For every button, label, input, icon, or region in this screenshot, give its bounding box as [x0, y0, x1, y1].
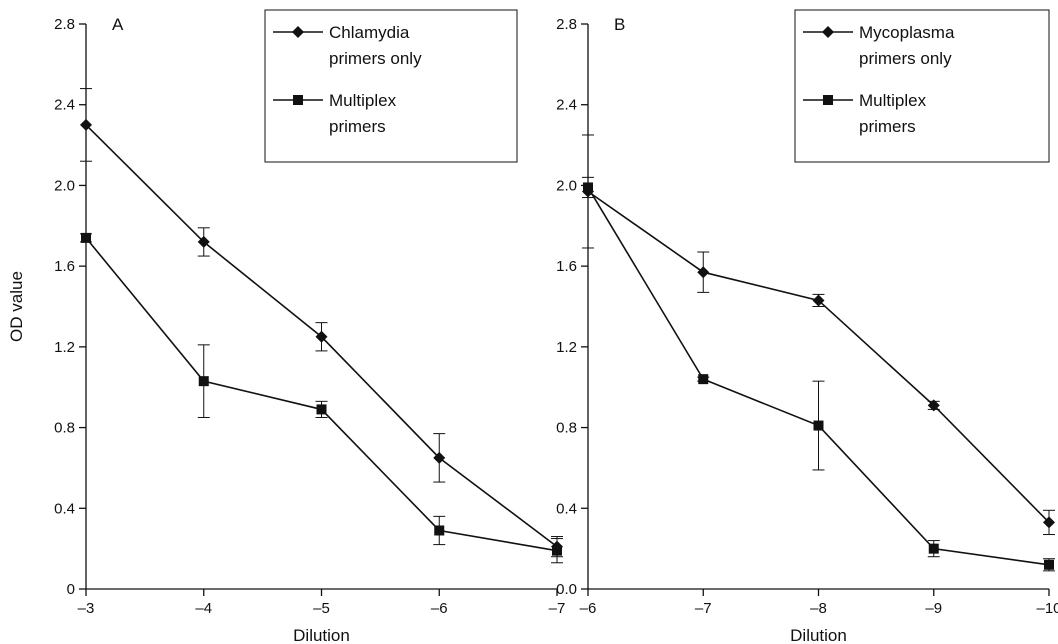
legend-marker [293, 95, 303, 105]
legend-label: Multiplex [329, 91, 397, 110]
data-point [80, 118, 92, 131]
data-point [198, 376, 209, 387]
data-point [583, 182, 593, 193]
y-tick-label: 2.8 [54, 16, 75, 33]
y-tick-label: 1.2 [556, 339, 577, 356]
data-point [434, 525, 445, 536]
y-tick-label: 0.4 [54, 500, 75, 517]
series-square [582, 176, 1055, 572]
legend-box [264, 9, 518, 163]
x-axis-label: Dilution [293, 626, 350, 644]
series-line [587, 190, 1050, 523]
data-point [1044, 559, 1054, 570]
legend: Mycoplasma primers only Multiplex primers [794, 9, 1050, 163]
y-tick-label: 0 [67, 581, 75, 598]
y-tick-label: 1.6 [556, 258, 577, 275]
data-point [928, 543, 939, 554]
y-tick-label: 2.4 [54, 97, 75, 114]
legend-label: primers only [329, 49, 422, 68]
legend-label: Multiplex [859, 91, 927, 110]
y-tick-label: 2.8 [556, 16, 577, 33]
x-tick-label: –5 [313, 600, 330, 617]
series-line [587, 187, 1050, 566]
x-tick-label: –9 [925, 600, 942, 617]
data-point [813, 420, 824, 431]
y-tick-label: 2.4 [556, 97, 577, 114]
y-tick-label: 0.0 [556, 581, 577, 598]
legend-label: Chlamydia [329, 23, 410, 42]
x-tick-label: –8 [810, 600, 827, 617]
y-axis-label: OD value [7, 271, 26, 342]
data-point [812, 294, 825, 307]
x-tick-label: –6 [580, 600, 597, 617]
legend-label: primers [329, 117, 386, 136]
series-line [85, 237, 558, 552]
data-point [698, 374, 709, 385]
panel-b: 0.0 0.4 0.8 1.2 1.6 2.0 2.4 2.8 –6 –7 –8 –9 –10 Dilut… [556, 9, 1058, 644]
data-point [433, 451, 446, 464]
data-point [552, 545, 562, 556]
legend-marker [822, 26, 834, 38]
y-tick-label: 0.8 [54, 420, 75, 437]
y-tick-label: 2.0 [54, 177, 75, 194]
panel-label: A [112, 15, 124, 34]
data-point [1043, 516, 1055, 529]
x-tick-label: –4 [195, 600, 212, 617]
legend-label: primers [859, 117, 916, 136]
series-diamond [582, 134, 1055, 536]
panel-label: B [614, 15, 625, 34]
x-tick-label: –10 [1036, 600, 1058, 617]
data-point [697, 266, 710, 279]
y-tick-label: 0.4 [556, 500, 577, 517]
legend: Chlamydia primers only Multiplex primers [264, 9, 518, 163]
y-tick-label: 1.6 [54, 258, 75, 275]
y-tick-label: 2.0 [556, 177, 577, 194]
data-point [197, 235, 210, 248]
x-axis-label: Dilution [790, 626, 847, 644]
x-tick-label: –3 [78, 600, 95, 617]
x-tick-label: –6 [431, 600, 448, 617]
legend-marker [823, 95, 833, 105]
legend-label: Mycoplasma [859, 23, 955, 42]
y-tick-label: 1.2 [54, 339, 75, 356]
data-point [927, 399, 940, 412]
y-tick-label: 0.8 [556, 420, 577, 437]
data-point [81, 232, 91, 243]
series-square [80, 232, 563, 564]
panel-a: 0 0.4 0.8 1.2 1.6 2.0 2.4 2.8 –3 –4 –5 –6 –7 Dilution… [7, 9, 566, 644]
x-tick-label: –7 [549, 600, 566, 617]
legend-box [794, 9, 1050, 163]
legend-label: primers only [859, 49, 952, 68]
data-point [316, 404, 327, 415]
data-point [315, 330, 328, 343]
legend-marker [292, 26, 304, 38]
x-tick-label: –7 [695, 600, 712, 617]
